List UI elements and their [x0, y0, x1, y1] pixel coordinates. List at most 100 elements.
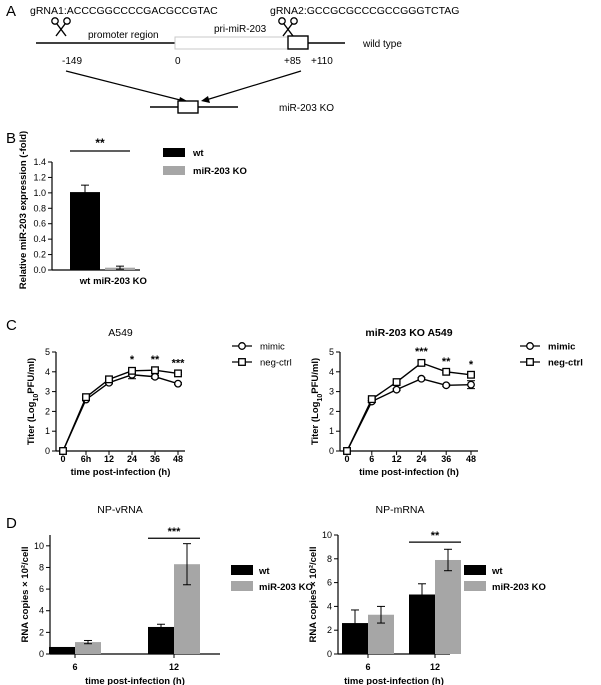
chart-c2-point-mimic: [467, 380, 475, 389]
chart-d1-y-tick-label: 4: [39, 606, 44, 616]
chart-d2-significance: **: [431, 530, 440, 542]
grna1-label: gRNA1:ACCCGGCCCCGACGCCGTAC: [30, 5, 218, 17]
chart-d1-y-tick-label: 8: [39, 562, 44, 572]
chart-c1-x-tick-label: 12: [104, 454, 114, 464]
chart-c2-legend-marker: [526, 342, 534, 350]
chart-c1-x-tick-label: 0: [60, 454, 65, 464]
chart-c2-legend-label: mimic: [548, 342, 575, 353]
chart-c2-point-mimic: [417, 374, 426, 383]
chart-d2-y-tick-label: 4: [327, 601, 332, 611]
panel-a-schematic: gRNA1:ACCCGGCCCCGACGCCGTAC gRNA2:GCCGCGC…: [30, 5, 459, 114]
arrow-right: [205, 70, 302, 101]
chart-d1-y-tick-label: 10: [34, 541, 44, 551]
arrow-left: [65, 70, 185, 102]
chart-b-legend-swatch: [163, 148, 185, 157]
chart-c1-point-neg-ctrl: [59, 447, 67, 455]
chart-c1-y-tick-label: 0: [45, 446, 50, 456]
chart-d1-y-tick-label: 6: [39, 584, 44, 594]
chart-c1-x-tick-label: 6h: [81, 454, 92, 464]
position-0: 0: [175, 56, 181, 67]
chart-c2-legend-label: neg-ctrl: [548, 358, 583, 369]
chart-d1-legend-swatch: [231, 581, 253, 591]
chart-c1-legend-label: neg-ctrl: [260, 358, 292, 369]
chart-d1-x-tick-label: 12: [169, 662, 179, 672]
chart-c2-title: miR-203 KO A549: [365, 327, 452, 339]
chart-d1-bar-miR-203 KO: [75, 642, 101, 654]
chart-b-y-label: Relative miR-203 expression (-fold): [18, 131, 29, 289]
chart-c1-y-label: Titer (Log10PFU/ml): [26, 358, 40, 445]
chart-b-x-tick-label: wt: [79, 276, 91, 287]
chart-c1-point-mimic: [151, 372, 159, 381]
chart-d2-y-label: RNA copies × 10²/cell: [308, 546, 319, 642]
chart-c1-point-neg-ctrl: [151, 366, 159, 375]
chart-c1-legend-label: mimic: [260, 342, 285, 353]
chart-d1-y-tick-label: 2: [39, 627, 44, 637]
chart-c1-significance: ***: [172, 357, 186, 369]
position-plus85: +85: [284, 56, 301, 67]
chart-d1-legend-swatch: [231, 565, 253, 575]
chart-c2-point-neg-ctrl: [392, 378, 401, 387]
chart-c2-significance: ***: [415, 346, 429, 358]
chart-b-y-tick-label: 1.2: [33, 172, 46, 182]
arrow-right-head: [201, 96, 210, 103]
chart-d2-legend-label: wt: [491, 566, 503, 577]
chart-c1-y-tick-label: 4: [45, 367, 50, 377]
chart-c2-point-neg-ctrl: [367, 395, 376, 404]
chart-c2-y-tick-label: 4: [329, 367, 334, 377]
chart-c2-y-tick-label: 1: [329, 426, 334, 436]
chart-c1-point-neg-ctrl: [105, 375, 113, 384]
chart-c1-legend-marker: [238, 358, 246, 366]
chart-c1-x-tick-label: 24: [127, 454, 137, 464]
chart-c1-point-mimic: [174, 379, 182, 388]
chart-b-y-tick-label: 0.0: [33, 265, 46, 275]
chart-d1-x-label: time post-infection (h): [85, 676, 185, 685]
chart-d2-y-tick-label: 0: [327, 649, 332, 659]
chart-b-y-tick-label: 0.8: [33, 203, 46, 213]
chart-c2-point-mimic: [392, 385, 401, 394]
chart-c1-title: A549: [108, 327, 133, 339]
primir-label: pri-miR-203: [214, 24, 267, 35]
chart-c1-series-mimic-line: [62, 374, 179, 452]
chart-c2-point-neg-ctrl: [442, 367, 451, 376]
chart-d2-x-tick-label: 6: [365, 662, 370, 672]
chart-c2-x-tick-label: 12: [392, 454, 402, 464]
chart-b-legend-swatch: [163, 166, 185, 175]
chart-b-x-tick-label: miR-203 KO: [93, 276, 147, 287]
chart-c1-point-neg-ctrl: [128, 366, 136, 375]
chart-b-significance: **: [95, 136, 105, 150]
chart-d2-y-tick-label: 10: [322, 530, 332, 540]
chart-d1-bar-wt: [148, 626, 174, 654]
chart-c1-series-neg-ctrl-line: [62, 369, 179, 452]
promoter-label: promoter region: [88, 30, 159, 41]
chart-d2-x-tick-label: 12: [430, 662, 440, 672]
ko-box: [177, 100, 199, 114]
chart-c2-series-neg-ctrl-line: [346, 362, 472, 452]
scissors-icon-right: [278, 17, 298, 37]
panel-label-c: C: [6, 317, 17, 334]
chart-c2-x-tick-label: 6: [369, 454, 374, 464]
chart-b-legend-label: wt: [192, 148, 204, 159]
chart-c1-y-tick-label: 3: [45, 387, 50, 397]
chart-c2-point-mimic: [442, 381, 451, 390]
chart-c1-x-tick-label: 48: [173, 454, 183, 464]
chart-c2-x-tick-label: 24: [416, 454, 426, 464]
primir-region: [174, 36, 289, 50]
chart-c1-legend-marker: [238, 342, 246, 350]
chart-c2-y-tick-label: 3: [329, 387, 334, 397]
chart-c1-y-tick-label: 2: [45, 406, 50, 416]
panel-label-b: B: [6, 130, 16, 147]
chart-c2-point-neg-ctrl: [343, 447, 351, 455]
chart-b-y-tick-label: 1.4: [33, 157, 46, 167]
chart-c2-y-tick-label: 5: [329, 347, 334, 357]
chart-c1-x-tick-label: 36: [150, 454, 160, 464]
chart-d1-title: NP-vRNA: [97, 504, 143, 516]
position-plus110: +110: [311, 56, 333, 67]
chart-c2-x-tick-label: 36: [441, 454, 451, 464]
chart-c2-significance: *: [469, 359, 474, 371]
chart-d1-legend-label: wt: [258, 566, 270, 577]
chart-c2-y-label: Titer (Log10PFU/ml): [310, 358, 324, 445]
